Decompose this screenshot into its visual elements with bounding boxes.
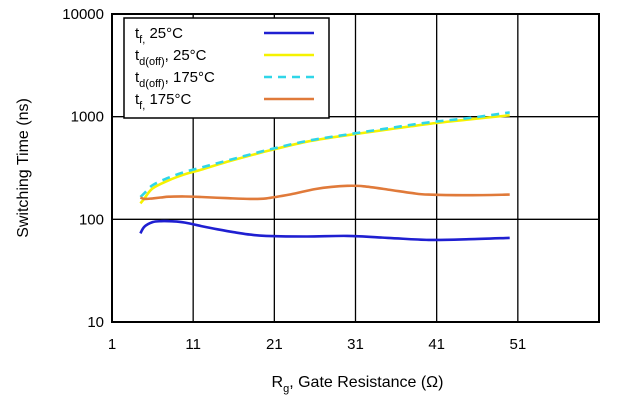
x-tick-label: 21: [266, 336, 283, 353]
y-axis-title: Switching Time (ns): [15, 98, 32, 238]
series-lines: [139, 111, 510, 242]
legend-entry-label: tf, 25°C: [135, 25, 183, 46]
legend: tf, 25°Ctd(off), 25°Ctd(off), 175°Ctf, 1…: [123, 17, 330, 119]
series-line-2: [139, 114, 510, 205]
series-line-1: [139, 219, 510, 242]
y-tick-label: 100: [79, 211, 104, 228]
legend-entry-label: tf, 175°C: [135, 91, 191, 112]
x-tick-label: 31: [347, 336, 364, 353]
x-axis-title: Rg, Gate Resistance (Ω): [272, 374, 444, 395]
series-line-3: [139, 111, 510, 198]
x-axis-title-rest: , Gate Resistance (Ω): [289, 374, 443, 391]
y-tick-label: 10000: [62, 6, 104, 23]
x-axis-ticks: 1 11 21 31 41 51: [108, 336, 526, 353]
plot-area-frame: [111, 13, 600, 323]
x-axis-title-sub: g: [283, 383, 289, 395]
x-tick-label: 51: [509, 336, 526, 353]
y-axis-ticks: 10 100 1000 10000: [62, 6, 104, 331]
series-line-4: [139, 184, 510, 201]
legend-box: [123, 17, 330, 119]
legend-entry-label: td(off), 175°C: [135, 69, 215, 90]
y-tick-label: 10: [87, 314, 104, 331]
x-tick-label: 11: [185, 336, 201, 353]
x-tick-label: 41: [428, 336, 445, 353]
legend-entry-label: td(off), 25°C: [135, 47, 207, 68]
x-axis-title-main: R: [272, 374, 284, 391]
y-tick-label: 1000: [71, 109, 104, 126]
x-tick-label: 1: [108, 336, 116, 353]
